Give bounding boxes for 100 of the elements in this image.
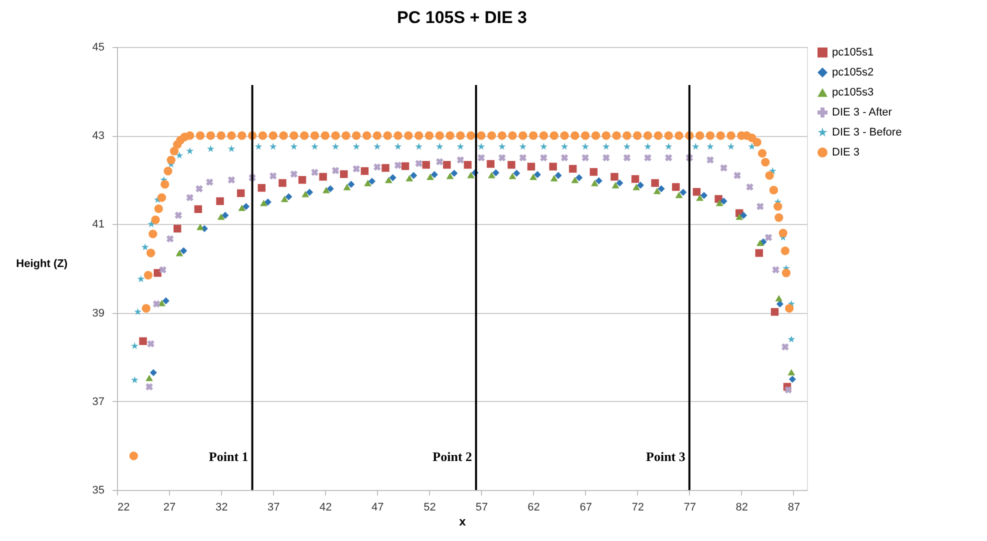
point (285, 193, 292, 200)
ref-line-label: Point 2 (432, 449, 472, 464)
point (720, 198, 728, 205)
point (415, 142, 422, 150)
point (260, 200, 268, 206)
point (146, 383, 153, 390)
point (623, 142, 631, 150)
point (488, 172, 496, 178)
point (576, 174, 583, 182)
point (394, 162, 402, 169)
x-tick-label: 27 (163, 502, 176, 514)
point (534, 171, 541, 178)
point (173, 224, 182, 233)
point (734, 172, 741, 180)
point (590, 168, 598, 176)
point (206, 178, 214, 186)
point (278, 179, 286, 187)
point (348, 180, 355, 188)
point (450, 170, 458, 177)
point (242, 202, 250, 210)
point (384, 176, 392, 184)
point (131, 376, 138, 384)
x-tick-label: 77 (684, 502, 696, 514)
point (147, 340, 154, 348)
x-tick-label: 57 (476, 502, 488, 514)
point (280, 196, 288, 202)
point (775, 294, 783, 302)
point (582, 142, 590, 150)
point (616, 179, 624, 187)
point (653, 188, 661, 194)
x-tick-label: 47 (372, 502, 384, 514)
point (228, 145, 236, 152)
point (519, 154, 527, 162)
point (727, 142, 735, 150)
point (550, 174, 558, 182)
point (781, 343, 789, 351)
point (290, 142, 298, 150)
point (467, 172, 475, 178)
point (186, 147, 194, 154)
y-axis-title: Height (Z) (16, 258, 68, 270)
point (602, 154, 610, 162)
point (406, 174, 414, 182)
point (700, 192, 708, 199)
point (623, 154, 631, 162)
x-tick-label: 42 (320, 502, 332, 514)
point (776, 300, 784, 308)
point (306, 188, 314, 196)
point (706, 156, 714, 164)
point (150, 369, 157, 376)
point (784, 386, 792, 394)
point (382, 164, 390, 172)
point (736, 213, 744, 220)
point (644, 142, 652, 150)
point (464, 160, 472, 169)
point (352, 142, 360, 150)
x-tick-label: 82 (736, 502, 748, 514)
point (755, 249, 763, 257)
point (436, 142, 444, 150)
point (137, 275, 145, 282)
y-tick-label: 39 (92, 307, 104, 320)
point (196, 224, 204, 230)
point (222, 212, 229, 219)
point (644, 154, 652, 162)
point (756, 240, 764, 246)
point (216, 197, 224, 206)
point (498, 142, 506, 150)
x-tick-label: 67 (580, 502, 592, 514)
point (174, 212, 182, 220)
point (530, 174, 537, 180)
point (422, 160, 430, 169)
point (236, 189, 245, 198)
legend-label: DIE 3 (832, 146, 860, 158)
point (436, 158, 444, 166)
point (540, 154, 548, 162)
point (508, 160, 516, 169)
y-tick-label: 35 (92, 484, 104, 496)
point (498, 154, 506, 162)
point (159, 266, 166, 274)
point (513, 170, 520, 177)
point (571, 176, 579, 184)
point (364, 180, 372, 186)
point (238, 204, 246, 212)
point (582, 154, 589, 162)
point (131, 342, 138, 350)
point (194, 205, 202, 214)
legend-label: pc105s2 (832, 66, 874, 78)
point (478, 154, 485, 162)
point (326, 185, 334, 192)
point (720, 164, 728, 172)
point (636, 182, 644, 189)
point (554, 172, 562, 180)
chart-title: PC 105S + DIE 3 (397, 8, 527, 27)
point (740, 212, 748, 219)
point (196, 185, 203, 192)
point (595, 177, 602, 184)
ref-line-label: Point 1 (208, 449, 248, 464)
point (560, 142, 568, 150)
point (311, 168, 318, 176)
x-tick-label: 32 (215, 502, 228, 514)
point (590, 180, 598, 186)
